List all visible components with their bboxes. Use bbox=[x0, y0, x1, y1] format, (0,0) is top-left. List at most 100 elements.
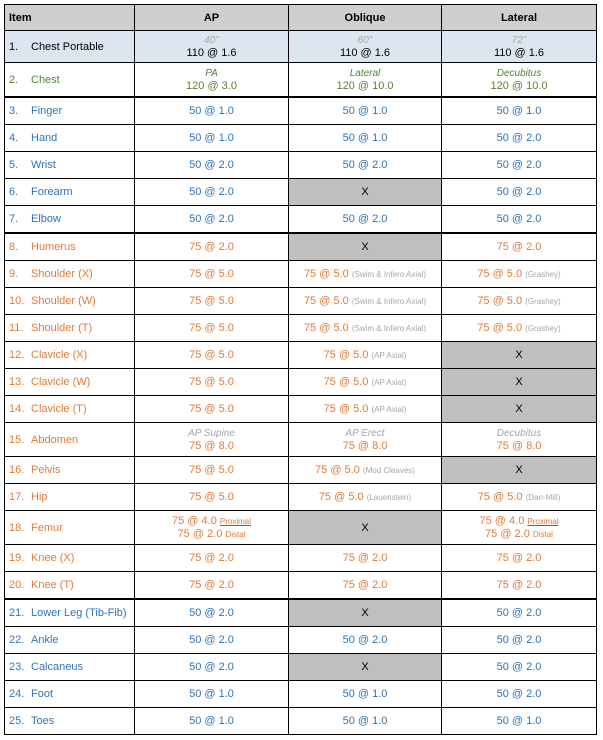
exposure-value: 75 @ 5.0 bbox=[303, 322, 349, 334]
x-mark: X bbox=[361, 186, 369, 198]
item-number: 18. bbox=[9, 521, 25, 534]
item-name: Clavicle (X) bbox=[31, 349, 88, 361]
exposure-value: 75 @ 2.0 bbox=[496, 241, 542, 253]
cell-lateral: 75 @ 5.0 (Grashey) bbox=[441, 314, 597, 342]
position-note: 40" bbox=[204, 34, 219, 46]
exposure-line: 75 @ 2.0 Distal bbox=[139, 528, 284, 541]
item-number: 12. bbox=[9, 349, 25, 361]
x-mark: X bbox=[515, 349, 523, 361]
exposure-value: 50 @ 2.0 bbox=[496, 607, 542, 619]
exposure-line: 75 @ 2.0 Distal bbox=[446, 528, 592, 541]
table-row: 20. Knee (T) 75 @ 2.0 75 @ 2.0 75 @ 2.0 bbox=[4, 571, 597, 600]
item-number: 16. bbox=[9, 464, 25, 476]
header-lateral: Lateral bbox=[441, 4, 597, 31]
exposure-value: 75 @ 2.0 bbox=[496, 579, 542, 591]
item-name: Elbow bbox=[31, 213, 61, 225]
cell-lateral: 50 @ 1.0 bbox=[441, 96, 597, 125]
item-number: 2. bbox=[9, 73, 19, 86]
position-note: PA bbox=[205, 67, 218, 79]
exposure-value: 50 @ 2.0 bbox=[189, 213, 234, 225]
table-row: 1. Chest Portable 40" 110 @ 1.6 60" 110 @ 1.6… bbox=[4, 30, 597, 63]
exposure-value: 75 @ 5.0 bbox=[323, 349, 369, 361]
position-note: Lateral bbox=[349, 67, 381, 79]
exposure-value: 75 @ 2.0 bbox=[496, 552, 542, 564]
cell-lateral: Decubitus 120 @ 10.0 bbox=[441, 62, 597, 98]
cell-lateral: 75 @ 5.0 (Dan-Mill) bbox=[441, 483, 597, 511]
item-number: 14. bbox=[9, 403, 25, 415]
x-mark: X bbox=[515, 464, 523, 476]
exposure-note: Distal bbox=[225, 529, 246, 539]
item-cell: 5. Wrist bbox=[4, 151, 135, 179]
exposure-value: 110 @ 1.6 bbox=[186, 46, 237, 59]
exposure-value: 75 @ 5.0 bbox=[303, 295, 349, 307]
cell-oblique: 75 @ 2.0 bbox=[288, 544, 442, 572]
projection-note: (Lauenstein) bbox=[366, 493, 412, 502]
table-row: 16. Pelvis 75 @ 5.0 75 @ 5.0 (Mod Cleaves) X bbox=[4, 456, 597, 484]
exposure-value: 50 @ 2.0 bbox=[496, 634, 542, 646]
exposure-table: Item AP Oblique Lateral 1. Chest Portable… bbox=[4, 4, 597, 735]
cell-lateral: 75 @ 2.0 bbox=[441, 571, 597, 600]
x-mark: X bbox=[515, 376, 523, 388]
item-name: Knee (T) bbox=[31, 579, 74, 591]
cell-lateral: 50 @ 2.0 bbox=[441, 653, 597, 681]
exposure-value: 50 @ 1.0 bbox=[342, 105, 388, 117]
cell-ap: 50 @ 2.0 bbox=[134, 205, 289, 234]
projection-note: (Swim & Infero Axial) bbox=[351, 297, 427, 306]
table-row: 2. Chest PA 120 @ 3.0 Lateral 120 @ 10.0 Decub… bbox=[4, 62, 597, 98]
cell-ap: 75 @ 5.0 bbox=[134, 483, 289, 511]
item-name: Humerus bbox=[31, 241, 76, 253]
item-name: Shoulder (T) bbox=[31, 322, 93, 334]
cell-ap: 75 @ 5.0 bbox=[134, 314, 289, 342]
exposure-value: 75 @ 2.0 bbox=[485, 527, 530, 540]
exposure-value: 75 @ 5.0 bbox=[189, 376, 234, 388]
position-note: AP Erect bbox=[345, 427, 385, 439]
exposure-value: 50 @ 2.0 bbox=[189, 634, 234, 646]
exposure-value: 110 @ 1.6 bbox=[493, 46, 545, 59]
item-cell: 13. Clavicle (W) bbox=[4, 368, 135, 396]
table-row: 15. Abdomen AP Supine 75 @ 8.0 AP Erect 75 @ … bbox=[4, 422, 597, 457]
cell-lateral: 50 @ 2.0 bbox=[441, 124, 597, 152]
exposure-value: 50 @ 2.0 bbox=[189, 159, 234, 171]
exposure-value: 75 @ 5.0 bbox=[303, 268, 349, 280]
item-name: Femur bbox=[31, 521, 63, 534]
cell-ap: 50 @ 2.0 bbox=[134, 598, 289, 627]
exposure-value: 50 @ 1.0 bbox=[189, 105, 234, 117]
cell-ap: 50 @ 1.0 bbox=[134, 124, 289, 152]
exposure-value: 50 @ 2.0 bbox=[496, 688, 542, 700]
item-name: Hand bbox=[31, 132, 58, 144]
cell-oblique: Lateral 120 @ 10.0 bbox=[288, 62, 442, 98]
item-cell: 23. Calcaneus bbox=[4, 653, 135, 681]
exposure-value: 75 @ 5.0 bbox=[189, 403, 234, 415]
cell-lateral-not-applicable: X bbox=[441, 395, 597, 423]
exposure-value: 50 @ 2.0 bbox=[189, 607, 234, 619]
cell-oblique: 75 @ 2.0 bbox=[288, 571, 442, 600]
exposure-value: 50 @ 1.0 bbox=[342, 715, 388, 727]
cell-ap: 50 @ 1.0 bbox=[134, 96, 289, 125]
projection-note: (Swim & Infero Axial) bbox=[351, 324, 427, 333]
exposure-value: 50 @ 2.0 bbox=[342, 213, 388, 225]
item-number: 1. bbox=[9, 40, 19, 53]
item-cell: 14. Clavicle (T) bbox=[4, 395, 135, 423]
item-name: Chest bbox=[31, 73, 60, 86]
projection-note: (AP Axial) bbox=[371, 405, 407, 414]
exposure-note: Distal bbox=[532, 529, 553, 539]
item-number: 7. bbox=[9, 213, 19, 225]
table-row: 11. Shoulder (T) 75 @ 5.0 75 @ 5.0 (Swim & … bbox=[4, 314, 597, 342]
item-cell: 15. Abdomen bbox=[4, 422, 135, 457]
exposure-value: 75 @ 8.0 bbox=[342, 439, 388, 452]
table-row: 13. Clavicle (W) 75 @ 5.0 75 @ 5.0 (AP Axia… bbox=[4, 368, 597, 396]
cell-ap: 50 @ 2.0 bbox=[134, 178, 289, 206]
item-number: 3. bbox=[9, 105, 19, 117]
item-number: 9. bbox=[9, 268, 19, 280]
x-mark: X bbox=[361, 241, 369, 253]
exposure-value: 75 @ 8.0 bbox=[496, 439, 542, 452]
item-name: Chest Portable bbox=[31, 40, 104, 53]
cell-ap: 50 @ 1.0 bbox=[134, 680, 289, 708]
cell-oblique: 75 @ 5.0 (Swim & Infero Axial) bbox=[288, 314, 442, 342]
table-row: 3. Finger 50 @ 1.0 50 @ 1.0 50 @ 1.0 bbox=[4, 96, 597, 125]
item-number: 4. bbox=[9, 132, 19, 144]
cell-ap: AP Supine 75 @ 8.0 bbox=[134, 422, 289, 457]
cell-oblique: 75 @ 5.0 (Swim & Infero Axial) bbox=[288, 287, 442, 315]
table-row: 24. Foot 50 @ 1.0 50 @ 1.0 50 @ 2.0 bbox=[4, 680, 597, 708]
